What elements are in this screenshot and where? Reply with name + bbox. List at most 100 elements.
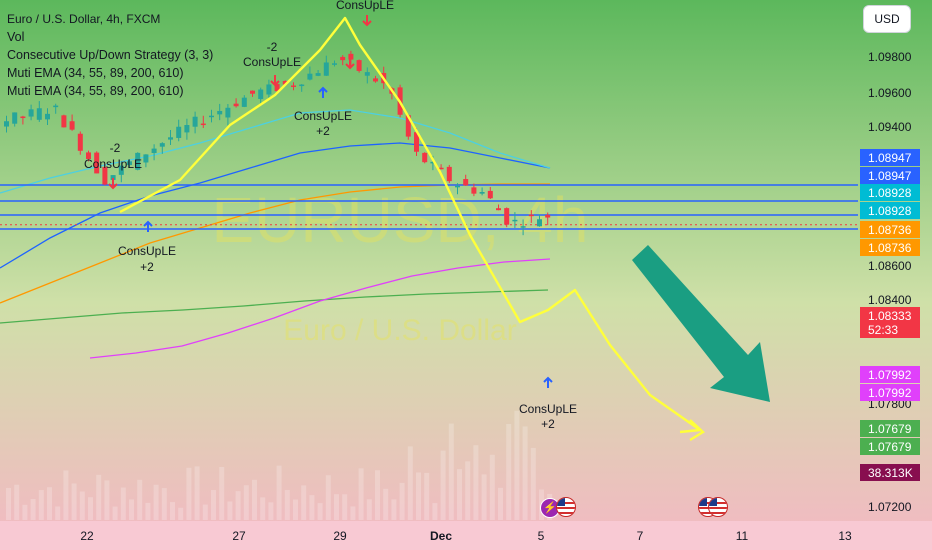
- time-tick: 5: [538, 529, 545, 543]
- candle-body: [282, 80, 288, 85]
- us-flag-icon[interactable]: [708, 497, 728, 517]
- time-tick: Dec: [430, 529, 452, 543]
- price-tick: 1.09400: [868, 120, 912, 134]
- volume-bar: [211, 490, 216, 520]
- volume-bar: [63, 470, 69, 520]
- volume-bar: [358, 468, 364, 520]
- indicator-strategy[interactable]: Consecutive Up/Down Strategy (3, 3): [7, 48, 214, 62]
- candle-body: [53, 105, 59, 108]
- volume-bar: [178, 507, 184, 520]
- volume-bar: [145, 502, 151, 520]
- volume-bar: [129, 499, 134, 520]
- price-label-text: 1.08736: [868, 241, 912, 255]
- volume-bars: [6, 410, 553, 520]
- volume-bar: [219, 466, 225, 520]
- candle-body: [512, 219, 518, 222]
- ema-line: [0, 289, 549, 324]
- candle-body: [266, 84, 272, 95]
- volume-bar: [137, 479, 143, 520]
- strategy-label: ConsUpLE: [519, 402, 577, 416]
- buy-arrow-icon: [318, 86, 328, 98]
- price-label-text: 1.08947: [868, 169, 912, 183]
- time-tick: 22: [80, 529, 94, 543]
- volume-bar: [530, 447, 536, 520]
- candle-body: [168, 137, 173, 140]
- volume-bar: [153, 484, 159, 520]
- price-axis[interactable]: 1.098001.096001.094001.086001.084001.082…: [858, 0, 932, 518]
- price-label-box: [860, 221, 920, 238]
- candle-body: [176, 126, 182, 138]
- price-label-text: 1.07992: [868, 386, 912, 400]
- candle-body: [4, 121, 9, 127]
- sell-arrow-icon: [362, 15, 372, 27]
- strategy-label: -2: [110, 141, 121, 155]
- candle-body: [471, 187, 477, 194]
- time-tick: 27: [232, 529, 246, 543]
- currency-button[interactable]: USD: [863, 5, 911, 33]
- volume-bar: [391, 499, 397, 520]
- price-label-text: 38.313K: [868, 466, 913, 480]
- candle-body: [200, 123, 206, 126]
- time-axis-bg: [0, 521, 932, 550]
- volume-bar: [383, 488, 389, 520]
- us-flag-icon[interactable]: [556, 497, 576, 517]
- candle-body: [496, 208, 501, 211]
- indicator-vol[interactable]: Vol: [7, 30, 25, 44]
- volume-bar: [498, 487, 503, 520]
- volume-bar: [350, 506, 356, 520]
- candle-body: [233, 103, 239, 107]
- candle-body: [45, 113, 50, 120]
- volume-bar: [375, 470, 380, 520]
- price-label-text: 1.07679: [868, 440, 912, 454]
- candle-body: [77, 133, 83, 151]
- indicator-ema-2[interactable]: Muti EMA (34, 55, 89, 200, 610): [7, 84, 184, 98]
- price-tick: 1.09800: [868, 50, 912, 64]
- price-tick: 1.08400: [868, 293, 912, 307]
- candle-body: [455, 185, 460, 188]
- symbol-title[interactable]: Euro / U.S. Dollar, 4h, FXCM: [7, 12, 161, 26]
- chart-legend: Euro / U.S. Dollar, 4h, FXCM Vol Consecu…: [7, 10, 213, 100]
- volume-bar: [252, 479, 257, 520]
- watermark-symbol: EURUSD, 4h: [212, 184, 589, 256]
- volume-bar: [342, 494, 348, 520]
- projection-arrowhead: [689, 419, 705, 442]
- candle-body: [414, 132, 419, 152]
- candle-body: [217, 110, 223, 115]
- price-label-text: 1.08947: [868, 151, 912, 165]
- candle-body: [332, 63, 337, 65]
- candle-body: [422, 152, 428, 163]
- candle-body: [340, 56, 346, 61]
- price-label-box: [860, 239, 920, 256]
- candle-body: [528, 214, 534, 217]
- time-tick: 7: [637, 529, 644, 543]
- price-label-text: 52:33: [868, 323, 898, 337]
- projection-path[interactable]: [119, 16, 770, 442]
- volume-bar: [309, 495, 315, 520]
- price-label-box: [860, 321, 920, 338]
- strategy-label: -2: [267, 40, 278, 54]
- candle-body: [118, 165, 124, 175]
- candle-body: [299, 84, 305, 87]
- sell-arrow-icon: [270, 75, 280, 87]
- price-tick: 1.07200: [868, 500, 912, 514]
- volume-bar: [276, 465, 282, 520]
- price-label-box: [860, 438, 920, 455]
- volume-bar: [473, 445, 479, 520]
- candle-body: [36, 108, 42, 120]
- candle-body: [86, 152, 91, 159]
- candle-body: [274, 84, 280, 92]
- strategy-label: +2: [140, 260, 154, 274]
- time-tick: 11: [736, 529, 749, 543]
- price-label-text: 1.08333: [868, 309, 912, 323]
- volume-bar: [161, 488, 167, 520]
- volume-bar: [112, 506, 118, 520]
- price-label-box: [860, 167, 920, 184]
- time-axis[interactable]: 22 27 29 Dec 5 7 11 13: [0, 521, 932, 550]
- candle-body: [12, 112, 18, 124]
- indicator-ema-1[interactable]: Muti EMA (34, 55, 89, 200, 610): [7, 66, 184, 80]
- volume-bar: [268, 502, 274, 520]
- candle-body: [430, 161, 436, 164]
- volume-bar: [120, 487, 126, 520]
